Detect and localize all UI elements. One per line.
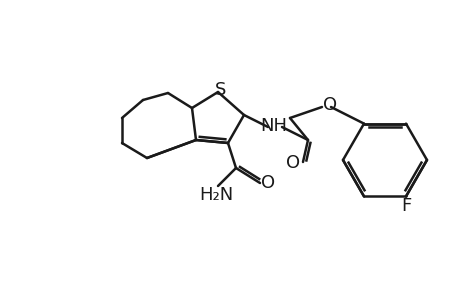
- Text: O: O: [285, 154, 299, 172]
- Text: NH: NH: [260, 117, 287, 135]
- Text: S: S: [215, 81, 226, 99]
- Text: O: O: [260, 174, 274, 192]
- Text: O: O: [322, 96, 336, 114]
- Text: H₂N: H₂N: [198, 186, 233, 204]
- Text: F: F: [400, 197, 410, 215]
